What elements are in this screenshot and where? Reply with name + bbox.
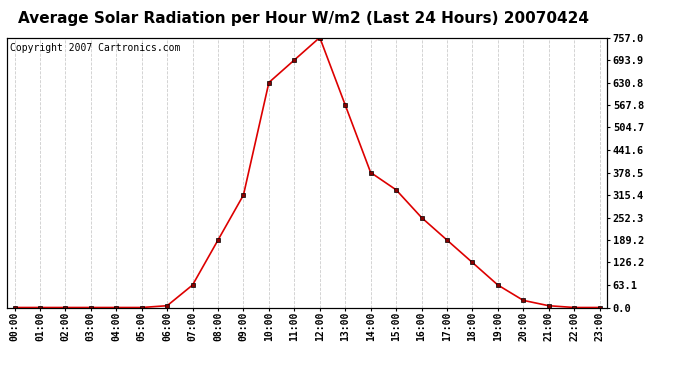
Text: Copyright 2007 Cartronics.com: Copyright 2007 Cartronics.com <box>10 43 180 53</box>
Text: Average Solar Radiation per Hour W/m2 (Last 24 Hours) 20070424: Average Solar Radiation per Hour W/m2 (L… <box>18 11 589 26</box>
